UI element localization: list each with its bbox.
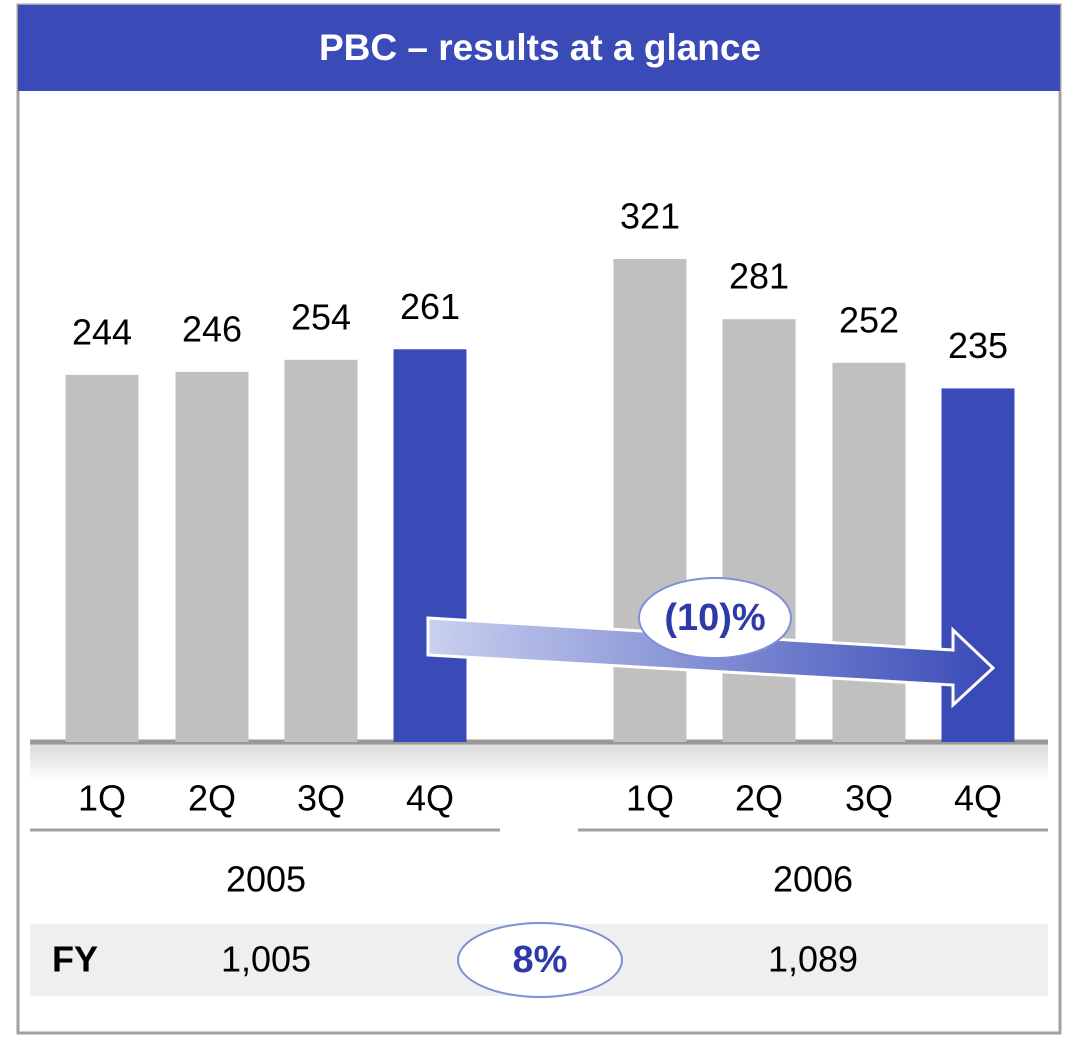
fy-value: 1,089: [768, 939, 858, 980]
value-label: 252: [839, 299, 899, 340]
fy-label: FY: [52, 939, 98, 980]
x-tick-label: 2Q: [735, 778, 783, 819]
x-tick-label: 3Q: [297, 778, 345, 819]
chart-title: PBC – results at a glance: [319, 27, 761, 68]
x-tick-label: 1Q: [626, 778, 674, 819]
x-tick-label: 4Q: [954, 778, 1002, 819]
bar: [393, 349, 467, 742]
bars: [65, 259, 1015, 742]
x-tick-label: 4Q: [406, 778, 454, 819]
annotation: (10)%: [664, 597, 765, 639]
value-label: 254: [291, 296, 351, 337]
bar: [284, 359, 358, 742]
group-label: 2006: [773, 859, 853, 900]
value-label: 246: [182, 308, 242, 349]
value-label: 244: [72, 311, 132, 352]
bar: [175, 371, 249, 742]
annotation-bubble: [638, 577, 792, 659]
value-label: 281: [729, 256, 789, 297]
bar: [722, 319, 796, 742]
bar: [832, 362, 906, 742]
bar: [65, 374, 139, 742]
fy-change: 8%: [513, 939, 568, 981]
trend-arrow: [426, 616, 996, 709]
fy-value: 1,005: [221, 939, 311, 980]
x-tick-label: 3Q: [845, 778, 893, 819]
value-label: 321: [620, 196, 680, 237]
title-bar: [18, 5, 1060, 91]
value-label: 235: [948, 325, 1008, 366]
x-tick-label: 2Q: [188, 778, 236, 819]
axis-band: [30, 742, 1048, 782]
x-tick-label: 1Q: [78, 778, 126, 819]
change-bubble: [457, 922, 623, 998]
value-label: 261: [400, 286, 460, 327]
group-label: 2005: [226, 859, 306, 900]
